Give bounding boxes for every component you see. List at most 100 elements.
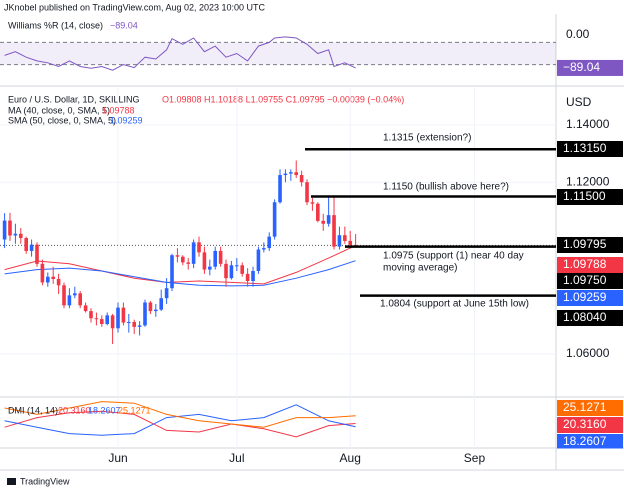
pane-title: Williams %R (14, close) [8, 20, 103, 30]
ohlc: O1.09808 H1.10188 L1.09755 C1.09795 −0.0… [162, 94, 404, 104]
candle-body [121, 307, 126, 323]
candle-body [94, 318, 99, 320]
candle-body [67, 295, 72, 306]
price-tag [557, 434, 623, 450]
candle-body [18, 233, 23, 239]
currency: USD [566, 95, 592, 109]
candle-body [240, 265, 245, 274]
candle-body [299, 175, 304, 183]
candle-body [208, 266, 212, 270]
candle-body [29, 244, 34, 251]
candle-body [224, 263, 228, 279]
candle-body [100, 319, 104, 324]
series-line [4, 401, 356, 428]
candle-body [267, 236, 272, 249]
candle-body [289, 172, 293, 174]
candle-body [164, 288, 169, 299]
price-tag [557, 141, 623, 157]
symbol: Euro / U.S. Dollar, 1D, SKILLING [8, 94, 140, 104]
price-tag [557, 310, 623, 326]
candle-body [197, 242, 201, 253]
candle-body [13, 233, 18, 236]
legend-value: 20.3160 [58, 405, 91, 415]
price-tag-label: 1.09750 [563, 273, 607, 287]
x-tick-label: Jun [108, 451, 127, 465]
candle-body [278, 175, 282, 203]
candle-body [24, 238, 28, 251]
candle-body [62, 285, 66, 306]
price-tag [557, 273, 623, 289]
price-tag-label: 1.09788 [563, 257, 607, 271]
price-tag [557, 189, 623, 205]
candle-body [56, 279, 61, 286]
series-line [4, 404, 356, 436]
candle-body [89, 311, 93, 319]
price-tag [557, 417, 623, 433]
candle-body [235, 265, 239, 267]
x-tick-label: Jul [229, 451, 244, 465]
candle-body [337, 235, 342, 247]
price-tag-label: 1.09259 [563, 290, 607, 304]
band-fill [0, 42, 556, 65]
y-tick-label: 1.12000 [566, 174, 610, 188]
candle-body [251, 270, 255, 282]
candle-body [159, 298, 164, 310]
candle-body [272, 202, 277, 237]
legend-value: 25.1271 [118, 405, 151, 415]
legend-value: 18.2607 [88, 405, 121, 415]
x-tick-label: Aug [340, 451, 361, 465]
annotation: 1.0804 (support at June 15th low) [380, 299, 529, 310]
candle-body [191, 242, 196, 264]
candle-body [8, 220, 12, 236]
candle-body [78, 293, 83, 306]
candle-body [186, 262, 191, 264]
candle-body [348, 240, 353, 245]
legend-value: 1.09788 [102, 105, 135, 115]
candle-body [326, 215, 331, 224]
candle-body [116, 307, 120, 329]
candle-body [40, 263, 45, 283]
candle-body [143, 302, 147, 326]
candle-body [35, 244, 39, 264]
price-tag [557, 400, 623, 416]
legend-value: 1.09259 [110, 115, 143, 125]
candle-body [294, 172, 299, 176]
candle-body [181, 256, 185, 263]
price-tag-label: 1.13150 [563, 141, 607, 155]
y-tick-label: 1.14000 [566, 117, 610, 131]
pane-title: DMI (14, 14) [8, 405, 58, 415]
candle-body [170, 255, 174, 289]
annotation: 1.1315 (extension?) [383, 133, 471, 144]
candle-body [127, 321, 131, 323]
annotation: 1.0975 (support (1) near 40 day [383, 251, 524, 262]
price-tag-label: 1.09795 [563, 237, 607, 251]
candle-body [213, 250, 218, 267]
x-tick-label: Sep [464, 451, 486, 465]
candle-body [218, 250, 223, 264]
legend-name: MA (40, close, 0, SMA, 5) [8, 105, 110, 115]
candle-body [321, 220, 326, 224]
candle-body [305, 182, 309, 203]
candle-body [132, 321, 137, 327]
candle-body [148, 302, 153, 312]
series-line [4, 36, 356, 71]
annotation: 1.1150 (bullish above here?) [383, 182, 509, 193]
mask [557, 448, 624, 470]
annotation: moving average) [383, 263, 457, 274]
logo-mark [7, 478, 16, 485]
price-tag-label: 18.2607 [563, 434, 607, 448]
candle-body [343, 235, 347, 241]
candle-body [175, 255, 180, 257]
price-tag [557, 257, 623, 273]
candle-body [137, 325, 142, 327]
candle-body [83, 305, 88, 312]
pane-value: −89.04 [110, 20, 138, 30]
price-tag [557, 290, 623, 306]
candle-body [105, 315, 110, 324]
candle-body [316, 203, 320, 221]
price-tag [557, 237, 623, 253]
candle-body [154, 309, 158, 312]
y-tick-label: 1.06000 [566, 346, 610, 360]
